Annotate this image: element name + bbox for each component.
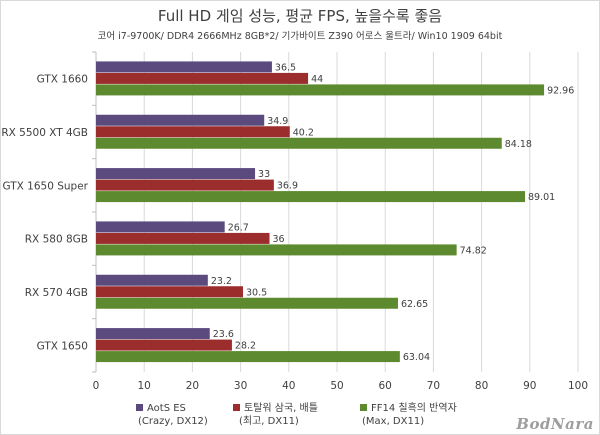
value-label-5-series-0: 23.6 [213, 329, 234, 340]
value-label-5-series-1: 28.2 [235, 341, 256, 352]
bar-0-series-2 [96, 84, 545, 96]
category-label-1: RX 5500 XT 4GB [1, 127, 88, 139]
legend-swatch-ff14 [360, 404, 367, 411]
value-label-1-series-1: 40.2 [293, 127, 314, 138]
x-tick-label-3: 30 [234, 380, 247, 392]
bar-0-series-0 [96, 61, 272, 73]
bar-5-series-0 [96, 328, 210, 340]
x-tick-label-1: 10 [138, 380, 151, 392]
value-label-2-series-1: 36.9 [277, 181, 298, 192]
bar-3-series-0 [96, 221, 225, 233]
bar-1-series-1 [96, 126, 290, 138]
legend-label-totalwar-line2: (최고, DX11) [239, 416, 299, 427]
legend-label-ff14-line2: (Max, DX11) [362, 416, 425, 427]
x-tick-label-8: 80 [475, 380, 488, 392]
category-label-0: GTX 1660 [37, 74, 88, 86]
bar-2-series-0 [96, 168, 256, 180]
category-label-4: RX 570 4GB [25, 287, 88, 299]
value-label-3-series-1: 36 [273, 234, 285, 245]
category-label-3: RX 580 8GB [25, 234, 88, 246]
value-label-1-series-2: 84.18 [505, 139, 532, 150]
legend-swatch-totalwar [233, 404, 240, 411]
value-label-0-series-2: 92.96 [547, 85, 574, 96]
legend-label-totalwar: 토탈워 삼국, 배틀 [244, 403, 318, 414]
value-label-4-series-1: 30.5 [246, 287, 267, 298]
value-label-1-series-0: 34.9 [267, 116, 288, 127]
bar-5-series-1 [96, 339, 232, 351]
value-label-4-series-0: 23.2 [211, 276, 232, 287]
bar-3-series-2 [96, 244, 457, 256]
x-tick-label-4: 40 [282, 380, 295, 392]
legend-item-ff14: FF14 칠흑의 반역자 (Max, DX11) [360, 402, 457, 428]
x-tick-label-2: 20 [186, 380, 199, 392]
value-label-4-series-2: 62.65 [401, 299, 428, 310]
bar-2-series-1 [96, 179, 274, 191]
legend-item-aots: AotS ES (Crazy, DX12) [136, 402, 208, 428]
bar-5-series-2 [96, 351, 400, 363]
legend-label-aots-line2: (Crazy, DX12) [138, 416, 208, 427]
bar-4-series-2 [96, 297, 398, 309]
bar-1-series-2 [96, 137, 502, 149]
bar-1-series-0 [96, 114, 265, 126]
value-label-3-series-2: 74.82 [460, 245, 487, 256]
x-tick-label-6: 60 [379, 380, 392, 392]
category-label-5: GTX 1650 [37, 340, 88, 352]
chart-subtitle: 코어 i7-9700K/ DDR4 2666MHz 8GB*2/ 기가바이트 Z… [97, 31, 503, 42]
legend-label-aots: AotS ES [147, 403, 186, 414]
value-label-2-series-0: 33 [258, 169, 270, 180]
bar-4-series-0 [96, 274, 208, 286]
x-tick-label-7: 70 [427, 380, 440, 392]
value-label-3-series-0: 26.7 [228, 222, 249, 233]
x-tick-label-9: 90 [523, 380, 536, 392]
bar-4-series-1 [96, 286, 244, 298]
bar-3-series-1 [96, 232, 270, 244]
value-label-0-series-0: 36.5 [275, 62, 296, 73]
chart-title: Full HD 게임 성능, 평균 FPS, 높을수록 좋음 [157, 7, 443, 25]
x-tick-label-5: 50 [330, 380, 343, 392]
legend-item-totalwar: 토탈워 삼국, 배틀 (최고, DX11) [233, 402, 318, 428]
bar-0-series-1 [96, 72, 309, 84]
category-label-2: GTX 1650 Super [2, 180, 88, 192]
x-tick-label-10: 100 [568, 380, 588, 392]
value-label-5-series-2: 63.04 [403, 352, 430, 363]
value-label-2-series-2: 89.01 [528, 192, 555, 203]
value-label-0-series-1: 44 [311, 74, 323, 85]
bodnara-watermark: BodNara [516, 415, 594, 433]
x-tick-label-0: 0 [93, 380, 100, 392]
legend-label-ff14: FF14 칠흑의 반역자 [371, 403, 457, 414]
legend-swatch-aots [136, 404, 143, 411]
bar-2-series-2 [96, 191, 526, 203]
